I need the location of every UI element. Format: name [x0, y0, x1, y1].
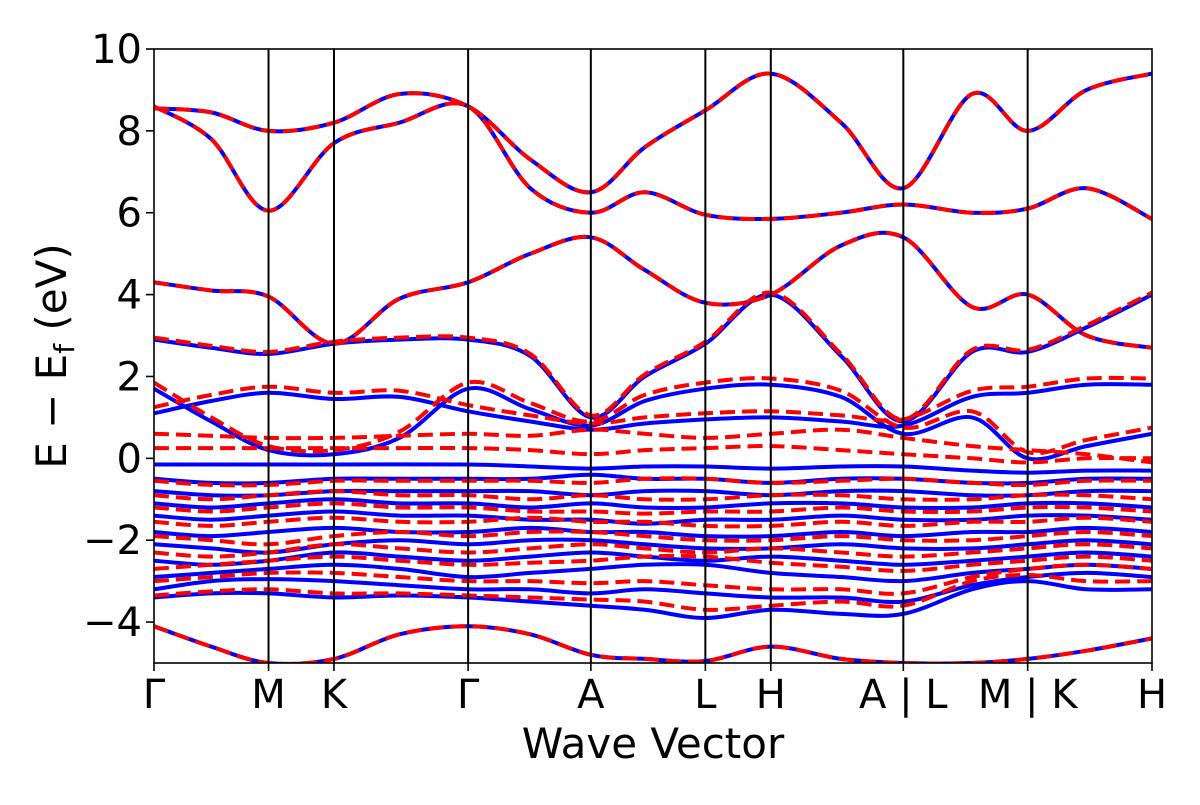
series-dashed-ff0000: [154, 71, 1152, 663]
band-line-dashed-12: [154, 375, 1152, 426]
band-line-dashed-10: [154, 444, 1152, 465]
y-tick-label: 10: [91, 27, 142, 73]
band-line-solid-14: [154, 292, 1152, 424]
band-line-solid-17: [154, 71, 1152, 195]
y-tick-label: 6: [117, 191, 142, 237]
series-layer: [154, 71, 1152, 663]
band-line-solid-1: [154, 579, 1152, 620]
band-line-dashed-16: [154, 101, 1152, 222]
x-tick-label: M: [251, 672, 286, 718]
band-line-solid-13: [154, 382, 1152, 462]
band-line-solid-12: [154, 382, 1152, 432]
band-line-dashed-18: [154, 624, 1152, 663]
y-tick-label: −4: [83, 600, 142, 646]
x-tick-label: K: [321, 672, 349, 718]
band-line-solid-16: [154, 101, 1152, 222]
band-line-dashed-5: [154, 529, 1152, 547]
band-line-dashed-6: [154, 515, 1152, 529]
band-line-dashed-3: [154, 553, 1152, 573]
band-line-solid-9: [154, 488, 1152, 498]
band-line-solid-3: [154, 562, 1152, 584]
band-line-solid-8: [154, 497, 1152, 510]
band-line-dashed-15: [154, 230, 1152, 350]
band-line-dashed-17: [154, 71, 1152, 195]
y-tick-label: 8: [117, 109, 142, 155]
y-tick-label: −2: [83, 518, 142, 564]
kpoint-lines: [267, 49, 1029, 663]
band-line-solid-15: [154, 230, 1152, 350]
band-line-solid-11: [154, 462, 1152, 475]
series-solid-0000ff: [154, 71, 1152, 663]
band-line-solid-2: [154, 570, 1152, 605]
band-line-dashed-4: [154, 542, 1152, 559]
plot-frame: [153, 48, 1153, 664]
band-line-dashed-7: [154, 501, 1152, 516]
x-tick-label: L: [694, 672, 717, 718]
band-line-dashed-9: [154, 476, 1152, 488]
x-tick-label: A | L: [859, 672, 948, 718]
x-tick-label: Γ: [457, 672, 480, 718]
band-line-dashed-2: [154, 562, 1152, 596]
y-axis-label-main: E − E: [27, 354, 76, 469]
band-line-solid-10: [154, 472, 1152, 486]
band-line-dashed-1: [154, 573, 1152, 612]
y-ticks: 10 8 6 4 2 0 −2 −4: [83, 27, 154, 646]
y-tick-label: 4: [117, 273, 142, 319]
band-line-solid-6: [154, 525, 1152, 539]
x-tick-label: H: [756, 672, 786, 718]
x-tick-label: A: [577, 672, 605, 718]
y-tick-label: 0: [117, 436, 142, 482]
band-line-dashed-13: [154, 376, 1152, 456]
x-tick-label: H: [1137, 672, 1167, 718]
x-tick-label: M | K: [978, 672, 1079, 718]
x-axis-label: Wave Vector: [522, 719, 785, 768]
y-axis-label: E − Ef (eV): [27, 243, 81, 469]
y-axis-label-subscript: f: [48, 343, 81, 354]
band-line-dashed-8: [154, 489, 1152, 502]
y-tick-label: 2: [117, 354, 142, 400]
y-axis-label-unit: (eV): [27, 243, 76, 344]
band-line-dashed-11: [154, 427, 1152, 465]
x-tick-label: Γ: [143, 672, 166, 718]
